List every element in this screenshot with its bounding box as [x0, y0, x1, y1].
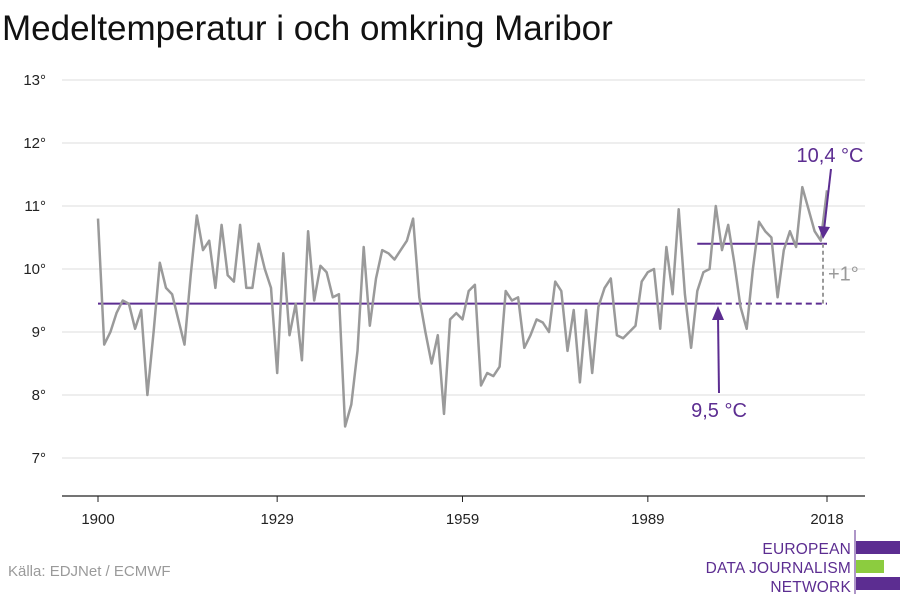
y-tick-label-13: 13°: [23, 72, 46, 89]
logo-bar-3: [856, 577, 900, 590]
recent-mean-arrowhead: [818, 226, 830, 239]
recent-mean-arrow: [823, 168, 832, 231]
logo-line-3: NETWORK: [770, 579, 851, 596]
reference-lines: [98, 242, 827, 305]
baseline-mean-label: 9,5 °C: [691, 400, 747, 422]
y-tick-label-10: 10°: [23, 261, 46, 278]
logo-line-2: DATA JOURNALISM: [706, 560, 851, 577]
edjnet-logo: EUROPEAN DATA JOURNALISM NETWORK: [706, 530, 900, 596]
x-tick-label-1900: 1900: [81, 511, 114, 528]
x-tick-label-1959: 1959: [446, 511, 479, 528]
recent-mean-label: 10,4 °C: [797, 145, 864, 167]
logo-line-1: EUROPEAN: [762, 541, 851, 558]
y-tick-label-8: 8°: [32, 387, 46, 404]
annotation-baseline-mean: 9,5 °C: [691, 306, 747, 422]
temperature-series: [96, 185, 829, 428]
y-tick-label-7: 7°: [32, 450, 46, 467]
chart-title: Medeltemperatur i och omkring Maribor: [2, 9, 613, 48]
temperature-line: [96, 185, 829, 428]
gridlines: [62, 79, 865, 459]
logo-bar-2: [856, 560, 884, 573]
y-tick-label-11: 11°: [24, 198, 46, 215]
x-axis-ticks: 1900 1929 1959 1989 2018: [81, 496, 844, 528]
baseline-mean-arrow: [717, 315, 720, 394]
difference-marker: +1°: [822, 243, 859, 304]
difference-label: +1°: [828, 264, 859, 286]
x-tick-label-1929: 1929: [260, 511, 293, 528]
logo-bar-1: [856, 541, 900, 554]
baseline-mean-arrowhead: [712, 306, 724, 320]
y-tick-label-9: 9°: [32, 324, 46, 341]
y-tick-label-12: 12°: [23, 135, 46, 152]
source-text: Källa: EDJNet / ECMWF: [8, 563, 171, 580]
y-axis-ticks: 7° 8° 9° 10° 11° 12° 13°: [23, 72, 46, 467]
annotation-recent-mean: 10,4 °C: [797, 145, 864, 239]
x-tick-label-2018: 2018: [810, 511, 843, 528]
x-tick-label-1989: 1989: [631, 511, 664, 528]
